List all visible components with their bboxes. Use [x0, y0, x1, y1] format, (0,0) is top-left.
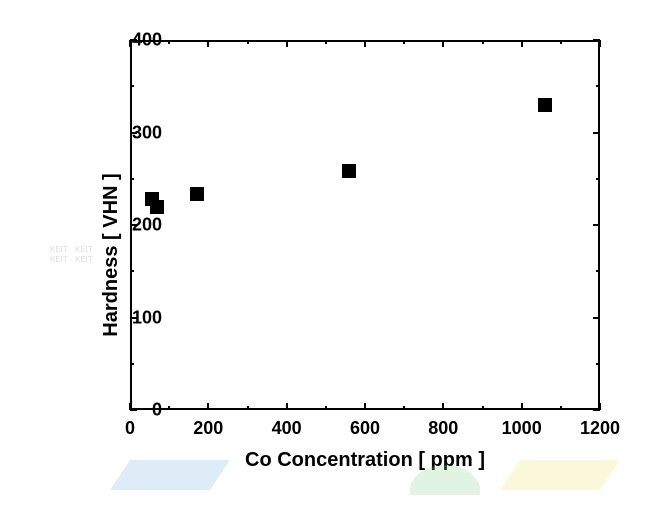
watermark-green-shape [410, 465, 480, 495]
x-tick-mark-top-minor [560, 40, 562, 44]
y-tick-mark [130, 132, 137, 134]
x-tick-mark-top [599, 40, 601, 47]
x-tick-label: 200 [193, 418, 223, 439]
x-tick-mark [129, 403, 131, 410]
y-tick-mark [130, 409, 137, 411]
y-tick-mark-minor [130, 85, 134, 87]
x-tick-label: 1000 [502, 418, 542, 439]
y-tick-mark [130, 317, 137, 319]
y-tick-mark-minor [130, 363, 134, 365]
x-tick-mark-minor [560, 406, 562, 410]
x-tick-mark [521, 403, 523, 410]
data-point [190, 187, 204, 201]
x-tick-mark-top [364, 40, 366, 47]
y-tick-mark-right [593, 224, 600, 226]
x-tick-mark-top-minor [403, 40, 405, 44]
x-tick-label: 600 [350, 418, 380, 439]
watermark-yellow-shape [500, 460, 620, 495]
x-tick-mark-top [286, 40, 288, 47]
x-tick-mark [442, 403, 444, 410]
x-tick-mark-minor [168, 406, 170, 410]
x-tick-label: 1200 [580, 418, 620, 439]
y-tick-mark-right [593, 317, 600, 319]
x-tick-mark-top [207, 40, 209, 47]
plot-area [130, 40, 600, 410]
x-tick-mark-top [442, 40, 444, 47]
data-point [538, 98, 552, 112]
x-tick-label: 0 [125, 418, 135, 439]
x-tick-mark-minor [482, 406, 484, 410]
y-tick-mark-right-minor [596, 85, 600, 87]
x-tick-mark-minor [325, 406, 327, 410]
y-tick-mark-right-minor [596, 270, 600, 272]
x-tick-mark-minor [247, 406, 249, 410]
x-tick-mark-top [129, 40, 131, 47]
y-axis-label: Hardness [ VHN ] [100, 173, 123, 336]
watermark-blue-shape [110, 460, 230, 495]
y-tick-mark-minor [130, 270, 134, 272]
data-point [150, 200, 164, 214]
x-tick-mark-top [521, 40, 523, 47]
x-tick-mark-top-minor [168, 40, 170, 44]
y-tick-mark-right-minor [596, 178, 600, 180]
y-tick-mark-right-minor [596, 363, 600, 365]
y-tick-mark-minor [130, 178, 134, 180]
watermark-text: KEIT [50, 255, 68, 264]
x-tick-mark [207, 403, 209, 410]
x-tick-label: 400 [272, 418, 302, 439]
chart-container: KEIT KEIT KEIT KEIT Hardness [ VHN ] Co … [40, 20, 640, 490]
y-tick-mark-right [593, 132, 600, 134]
y-tick-label: 0 [152, 400, 162, 421]
x-tick-mark-minor [403, 406, 405, 410]
watermark-text: KEIT [75, 245, 93, 254]
y-tick-mark [130, 39, 137, 41]
x-tick-mark [286, 403, 288, 410]
data-point [342, 164, 356, 178]
watermark-text: KEIT [75, 255, 93, 264]
x-tick-mark [599, 403, 601, 410]
y-tick-mark [130, 224, 137, 226]
x-tick-mark-top-minor [482, 40, 484, 44]
x-tick-mark [364, 403, 366, 410]
x-tick-label: 800 [428, 418, 458, 439]
watermark-text: KEIT [50, 245, 68, 254]
x-tick-mark-top-minor [247, 40, 249, 44]
x-tick-mark-top-minor [325, 40, 327, 44]
